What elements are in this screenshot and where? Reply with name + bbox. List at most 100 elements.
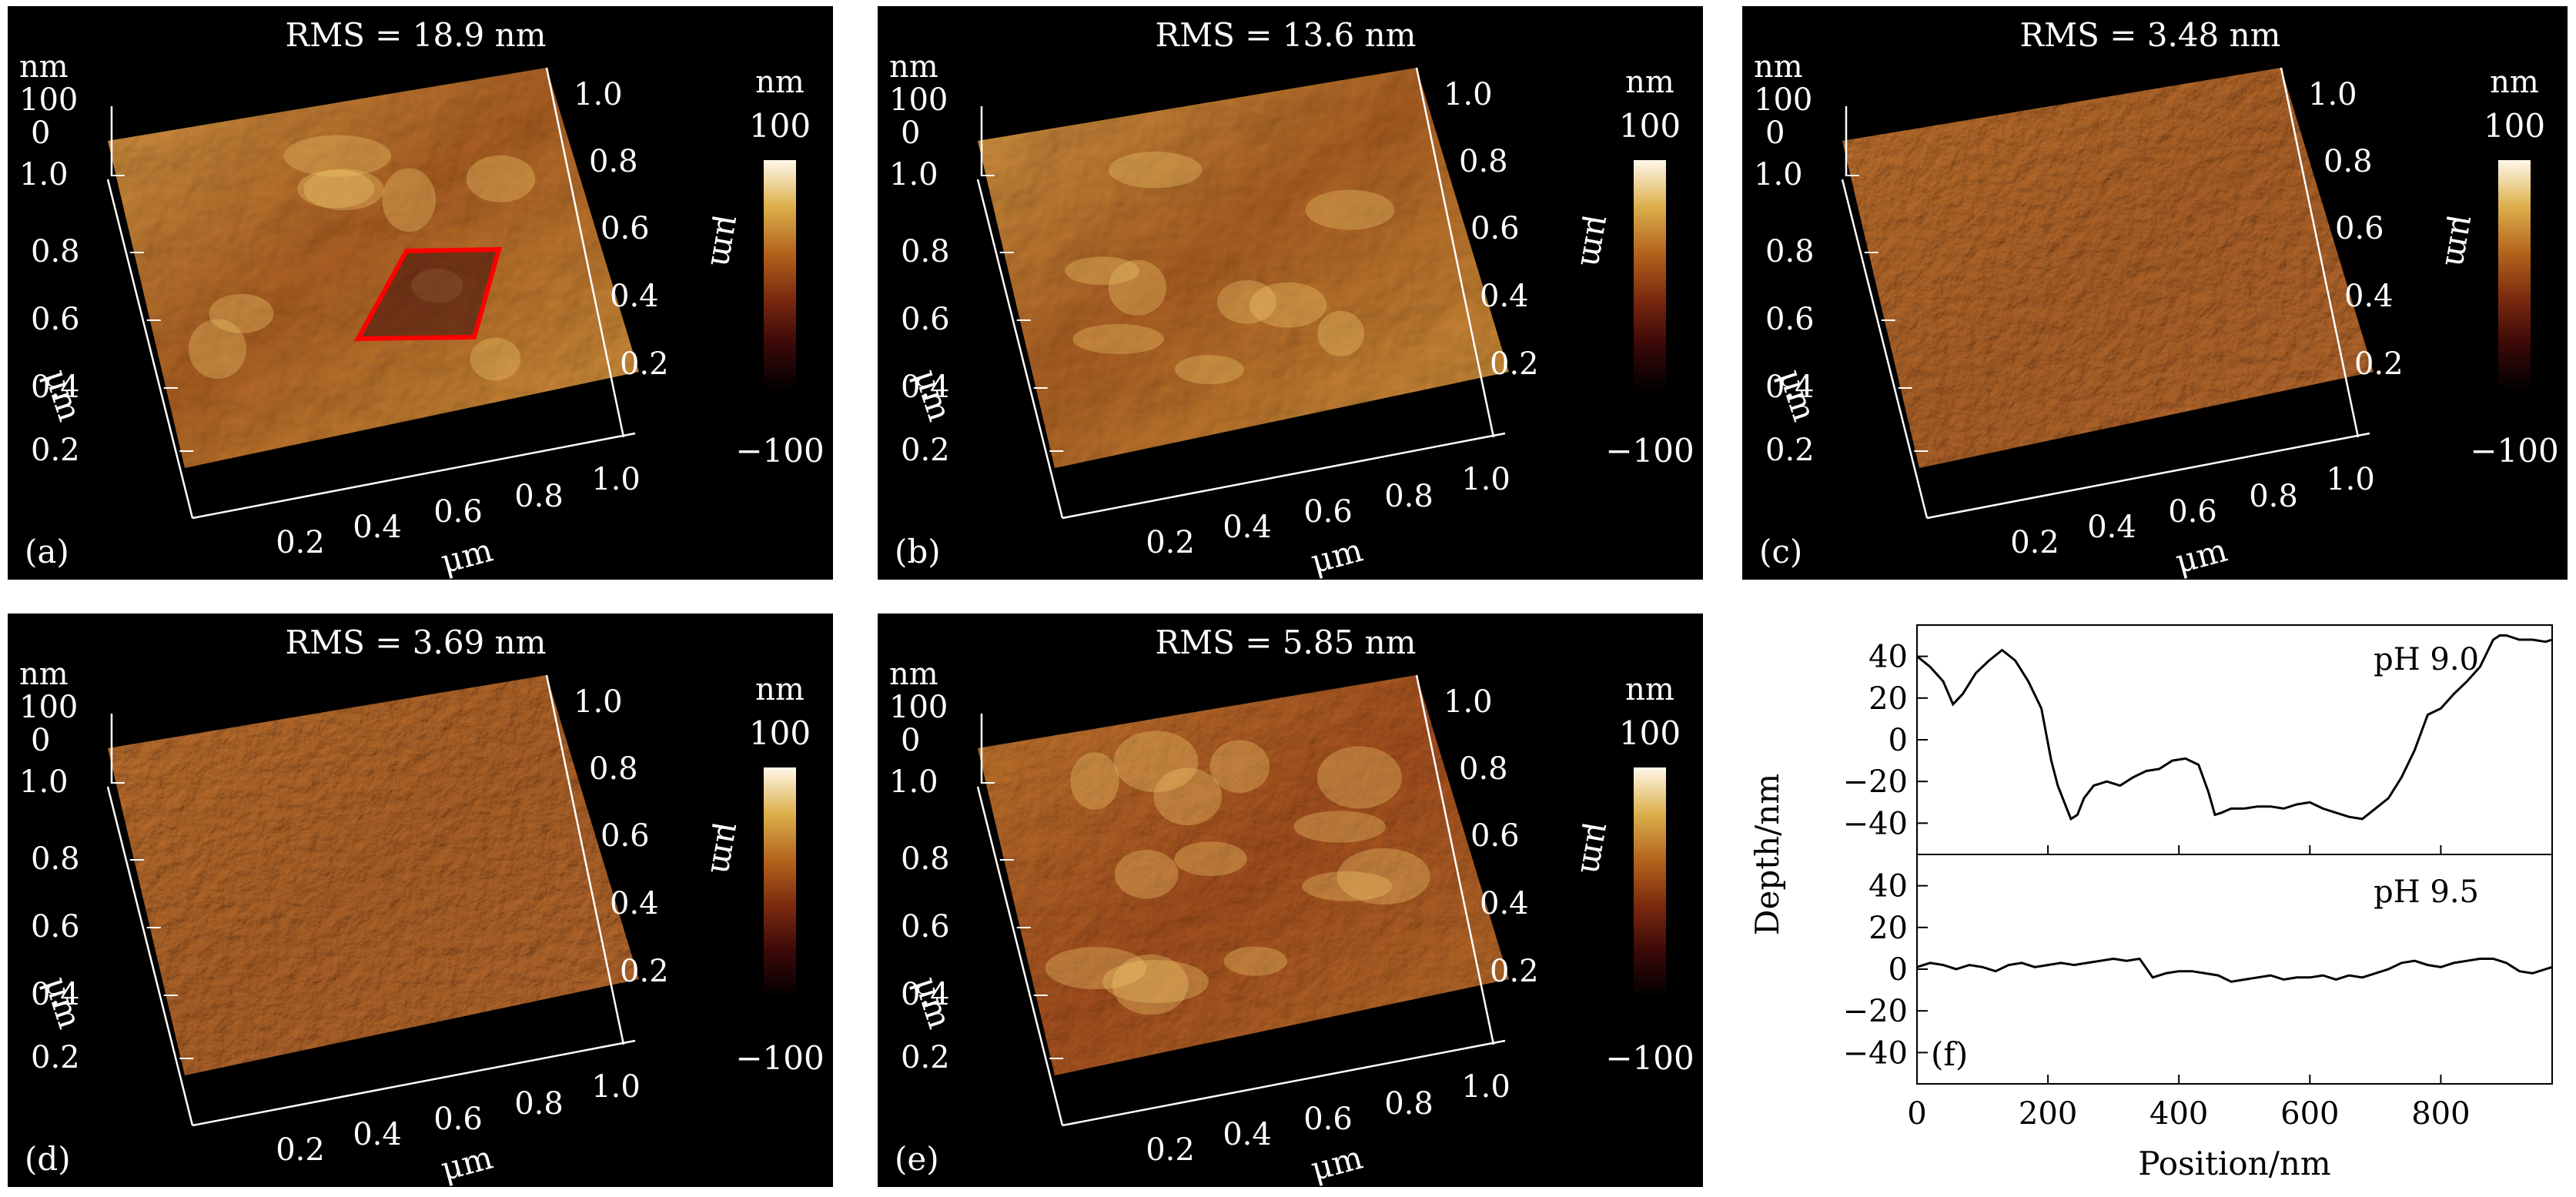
colorbar-max: 100: [749, 714, 811, 752]
y-tick-label: 0.2: [31, 1040, 80, 1075]
afm-surface: [978, 675, 1509, 1075]
right-tick-label: 1.0: [574, 684, 623, 720]
panel-letter: (d): [25, 1140, 71, 1178]
colorbar-unit: nm: [755, 65, 805, 100]
rms-label: RMS = 13.6 nm: [1155, 16, 1416, 54]
colorbar-min: −100: [735, 432, 824, 470]
y-tick-label: 0.2: [1765, 433, 1815, 468]
y-axis-label: μm: [907, 972, 958, 1033]
ph-annotation: pH 9.0: [2374, 642, 2479, 677]
colorbar-min: −100: [735, 1039, 824, 1077]
colorbar-unit: nm: [755, 672, 805, 707]
y-tick-label: 0.8: [1765, 234, 1815, 269]
y-axis-line: [976, 786, 1064, 1126]
z-tick-label: 100: [889, 82, 948, 118]
right-axis-label: μm: [1573, 212, 1619, 270]
z-axis-unit: nm: [19, 657, 69, 692]
y-tick-label: 40: [1868, 640, 1908, 675]
panel-letter: (a): [25, 533, 69, 570]
subplot-1: 40 20 0 −20 −40 pH 9.0: [1843, 624, 2553, 855]
surface-grain: [297, 169, 375, 209]
right-tick-label: 0.4: [610, 886, 659, 921]
x-axis-line: [1062, 1039, 1506, 1127]
y-tick-label: 0.2: [31, 433, 80, 468]
surface-grain: [1174, 841, 1247, 876]
rms-label: RMS = 5.85 nm: [1155, 624, 1416, 661]
y-tick-label: −40: [1843, 806, 1908, 841]
profile-line: [1916, 634, 2553, 821]
x-tick-label: 0.2: [1146, 525, 1195, 560]
x-tick-label: 0: [1907, 1096, 1926, 1132]
y-tick-label: 0.8: [901, 234, 950, 269]
colorbar-min: −100: [1605, 1039, 1694, 1077]
z-tick-label: 0: [31, 115, 50, 151]
right-tick-label: 0.2: [620, 346, 669, 382]
y-axis-label: μm: [37, 972, 89, 1033]
y-axis-label: μm: [37, 365, 89, 426]
afm-panel-d: RMS = 3.69 nm nm 100 0 1.0 0.8 0.6 0.4 0.2 μm 0.2 0…: [8, 614, 833, 1187]
z-axis-unit: nm: [1754, 49, 1803, 85]
afm-panel-e: RMS = 5.85 nm nm 100 0 1.0 0.8 0.6 0.4 0.2 μm 0.2 0…: [878, 614, 1703, 1187]
x-tick-label: 200: [2019, 1096, 2077, 1132]
right-tick-label: 0.2: [1490, 954, 1539, 989]
y-tick-label: 1.0: [19, 157, 69, 192]
right-tick-label: 0.4: [610, 279, 659, 314]
surface-grain: [1216, 279, 1276, 324]
x-tick-label: 0.4: [353, 1117, 402, 1152]
rms-label: RMS = 3.48 nm: [2019, 16, 2280, 54]
y-axis-line: [106, 179, 194, 519]
surface-grain: [1302, 871, 1393, 901]
z-axis-unit: nm: [889, 49, 938, 85]
y-tick-label: 0.8: [31, 234, 80, 269]
y-tick-label: 0.4: [901, 369, 950, 405]
right-tick-label: 0.4: [1480, 886, 1529, 921]
surface-grain: [1316, 746, 1402, 809]
colorbar-max: 100: [1619, 107, 1681, 145]
y-tick-label: −40: [1843, 1035, 1908, 1071]
y-tick-label: 1.0: [889, 157, 938, 192]
z-tick-label: 0: [901, 115, 920, 151]
rms-label: RMS = 3.69 nm: [285, 624, 546, 661]
y-tick-label: 0.4: [31, 977, 80, 1012]
y-axis-label: μm: [907, 365, 958, 426]
x-tick-label: 0.8: [1384, 479, 1434, 514]
colorbar-max: 100: [2484, 107, 2545, 145]
surface-grain: [1072, 323, 1164, 354]
x-tick-label: 0.2: [1146, 1132, 1195, 1168]
right-axis-line: [1415, 674, 1495, 1045]
right-axis-line: [545, 674, 625, 1045]
surface-grain: [1070, 752, 1119, 810]
y-tick-label: 0.4: [1765, 369, 1815, 405]
x-tick-label: 0.8: [514, 1086, 564, 1122]
x-tick-label: 0.2: [276, 1132, 325, 1168]
right-axis-line: [2280, 67, 2360, 438]
colorbar: [2498, 160, 2531, 391]
y-tick-label: 0.4: [31, 369, 80, 405]
x-axis-line: [192, 432, 636, 520]
surface-grain: [1108, 152, 1203, 189]
y-tick-label: 0: [1889, 723, 1908, 758]
afm-surface: [978, 68, 1509, 468]
x-tick-label: 0.8: [1384, 1086, 1434, 1122]
x-axis-line: [1062, 432, 1506, 520]
afm-surface: [1842, 68, 2374, 468]
surface-grain: [1102, 959, 1209, 1004]
y-tick-label: 0.8: [31, 841, 80, 877]
rms-label: RMS = 18.9 nm: [285, 16, 546, 54]
surface-grain: [1114, 849, 1179, 899]
x-axis-label: μm: [437, 531, 497, 580]
colorbar: [1634, 160, 1666, 391]
panel-letter-f: (f): [1931, 1035, 1968, 1073]
right-tick-label: 0.8: [589, 751, 638, 787]
surface-grain: [1113, 731, 1199, 793]
right-tick-label: 1.0: [2308, 77, 2357, 112]
x-tick-label: 0.6: [433, 1102, 483, 1137]
z-axis-unit: nm: [19, 49, 69, 85]
right-axis-label: μm: [2437, 212, 2484, 270]
right-axis-label: μm: [703, 212, 749, 270]
surface-grain: [1045, 947, 1147, 990]
afm-panel-b: RMS = 13.6 nm nm 100 0 1.0 0.8 0.6 0.4 0.2 μm 0.2 0…: [878, 6, 1703, 580]
colorbar: [764, 767, 796, 998]
y-tick-label: 0.6: [901, 302, 950, 337]
y-tick-label: 0.6: [1765, 302, 1815, 337]
